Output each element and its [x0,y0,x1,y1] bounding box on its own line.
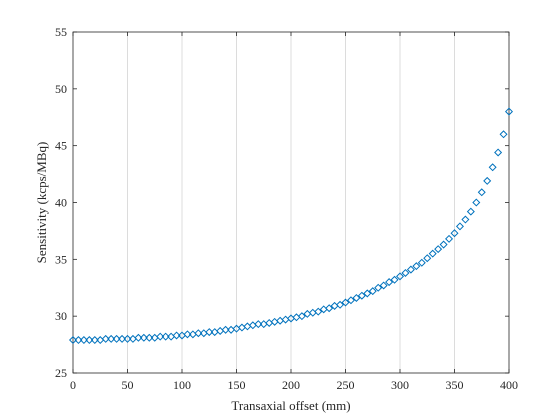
x-tick-label: 300 [391,378,409,392]
data-point [346,296,355,305]
x-tick-label: 200 [282,378,300,392]
data-point [488,163,497,172]
data-point [107,334,116,343]
data-point [472,198,481,207]
x-tick-label: 350 [446,378,464,392]
data-point [79,336,88,345]
data-point [412,262,421,271]
data-point [205,328,214,337]
data-point [406,265,415,274]
data-point [134,333,143,342]
y-tick-label: 40 [55,196,67,210]
x-tick-label: 250 [337,378,355,392]
data-point [68,336,78,345]
data-point [439,240,448,249]
data-point [161,332,170,341]
y-tick-label: 55 [55,25,67,39]
data-point [434,245,443,254]
data-point [461,215,470,224]
data-point [494,148,503,157]
y-tick-label: 45 [55,139,67,153]
data-point [499,130,508,139]
grid-lines [127,32,455,373]
data-point [455,222,464,231]
data-point [270,317,279,326]
data-point [483,176,492,185]
data-point [395,272,405,281]
data-point [123,334,132,343]
data-point [379,281,388,290]
data-point [276,316,285,325]
data-point [221,325,230,334]
x-tick-label: 100 [173,378,191,392]
data-markers [68,107,514,345]
data-point [417,258,426,267]
data-point [352,293,361,302]
data-point [314,307,323,316]
data-point [112,334,121,343]
data-point [504,107,514,116]
data-point [248,321,257,330]
data-point [74,336,83,345]
data-point [183,330,192,339]
data-point [374,283,383,292]
data-point [385,278,394,287]
data-point [297,312,306,321]
data-point [363,289,372,298]
data-point [90,336,99,345]
x-tick-label: 150 [228,378,246,392]
data-point [450,229,459,238]
data-point [368,287,377,296]
data-point [118,334,127,343]
y-tick-label: 30 [55,309,67,323]
axis-ticks: 0 50 100 150 200 250 300 350 400 25 30 35 40 45 50 55 [55,25,518,392]
x-tick-label: 0 [70,378,76,392]
y-tick-label: 50 [55,82,67,96]
x-axis-label: Transaxial offset (mm) [231,398,350,413]
data-point [357,291,366,300]
x-tick-label: 400 [500,378,518,392]
data-point [401,268,410,277]
data-point [423,254,432,263]
y-axis-label: Sensitivity (kcps/MBq) [34,142,49,264]
data-point [292,313,301,322]
data-point [341,298,350,307]
data-point [336,300,345,309]
data-point [101,334,110,343]
data-point [390,275,399,284]
x-tick-label: 50 [122,378,134,392]
data-point [325,304,334,313]
data-point [156,332,165,341]
data-point [145,333,154,342]
y-tick-label: 35 [55,252,67,266]
data-point [139,333,148,342]
y-tick-label: 25 [55,366,67,380]
data-point [194,329,203,338]
data-point [85,336,94,345]
data-point [308,308,317,317]
data-point [466,207,475,216]
data-point [265,318,274,327]
data-point [428,249,437,258]
data-point [254,320,263,329]
data-point [172,331,181,340]
data-point [243,322,252,331]
data-point [216,326,225,335]
data-point [281,315,290,324]
data-point [445,234,454,243]
data-point [477,188,486,197]
data-point [237,323,246,332]
